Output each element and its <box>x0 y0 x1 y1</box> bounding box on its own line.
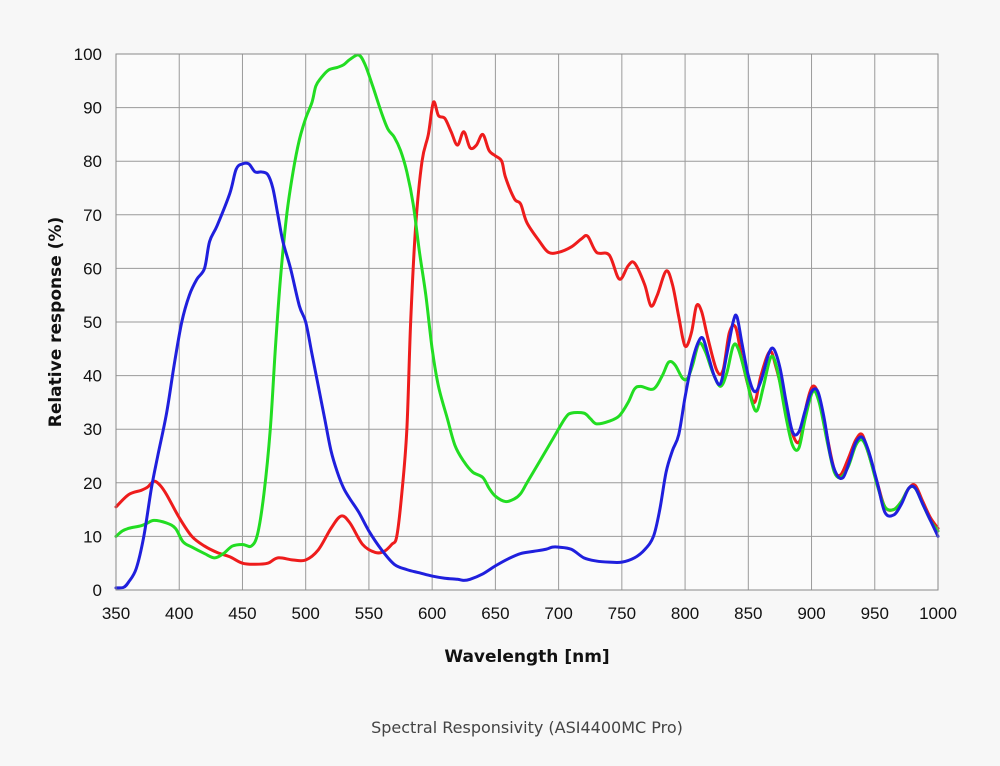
x-tick-label: 850 <box>734 604 762 623</box>
x-tick-label: 450 <box>228 604 256 623</box>
x-tick-label: 1000 <box>919 604 957 623</box>
x-tick-label: 900 <box>797 604 825 623</box>
green-response-line <box>114 53 940 560</box>
y-tick-label: 60 <box>83 259 102 278</box>
y-tick-label: 20 <box>83 474 102 493</box>
x-tick-label: 500 <box>292 604 320 623</box>
y-tick-label: 80 <box>83 152 102 171</box>
red-response-line <box>114 100 940 566</box>
y-tick-label: 40 <box>83 367 102 386</box>
x-tick-labels: 350 400 450 500 550 600 650 700 750 800 850 900 950 1… <box>102 604 957 623</box>
series-lines <box>114 53 940 590</box>
y-tick-label: 10 <box>83 527 102 546</box>
plot-frame <box>115 53 939 591</box>
x-axis-title: Wavelength [nm] <box>444 647 609 667</box>
blue-response-line <box>114 161 940 590</box>
y-tick-label: 50 <box>83 313 102 332</box>
y-tick-label: 30 <box>83 420 102 439</box>
x-tick-label: 650 <box>481 604 509 623</box>
y-tick-label: 70 <box>83 206 102 225</box>
y-tick-label: 90 <box>83 99 102 118</box>
x-tick-label: 700 <box>544 604 572 623</box>
chart-caption: Spectral Responsivity (ASI4400MC Pro) <box>371 718 683 737</box>
y-tick-labels: 0 10 20 30 40 50 60 70 80 90 100 <box>74 45 102 600</box>
x-tick-label: 750 <box>608 604 636 623</box>
y-tick-label: 0 <box>93 581 102 600</box>
y-tick-label: 100 <box>74 45 102 64</box>
x-tick-label: 550 <box>355 604 383 623</box>
x-tick-label: 600 <box>418 604 446 623</box>
x-tick-label: 400 <box>165 604 193 623</box>
y-axis-title: Relative response (%) <box>46 217 66 428</box>
x-tick-label: 950 <box>861 604 889 623</box>
x-tick-label: 350 <box>102 604 130 623</box>
x-tick-label: 800 <box>671 604 699 623</box>
